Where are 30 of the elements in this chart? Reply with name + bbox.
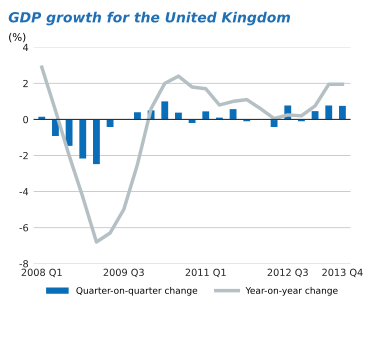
y-tick-label: -4 bbox=[19, 188, 28, 196]
bar bbox=[230, 109, 237, 120]
bar bbox=[312, 111, 319, 120]
bar bbox=[79, 119, 86, 159]
y-tick-label: -2 bbox=[19, 152, 28, 160]
bar bbox=[339, 106, 346, 120]
x-tick-label: 2012 Q3 bbox=[268, 268, 308, 278]
x-tick-label: 2009 Q3 bbox=[104, 268, 144, 278]
line-series bbox=[40, 65, 344, 244]
bar bbox=[161, 101, 168, 120]
y-tick-label: -8 bbox=[19, 260, 28, 268]
x-tick-label: 2013 Q4 bbox=[322, 268, 363, 278]
y-axis-title: (%) bbox=[9, 32, 26, 42]
bar bbox=[175, 112, 182, 120]
bar bbox=[270, 119, 278, 127]
bar bbox=[52, 119, 59, 136]
y-tick-label: -6 bbox=[19, 224, 28, 232]
y-tick-label: 0 bbox=[23, 116, 28, 124]
bar bbox=[325, 106, 332, 120]
legend-label: Year-on-year change bbox=[246, 286, 338, 296]
bar bbox=[106, 119, 114, 127]
x-tick-label: 2008 Q1 bbox=[22, 268, 62, 278]
x-tick-label: 2011 Q1 bbox=[186, 268, 226, 278]
legend-label: Quarter-on-quarter change bbox=[76, 286, 198, 296]
chart-title: GDP growth for the United Kingdom bbox=[8, 12, 290, 26]
bar bbox=[93, 119, 100, 164]
bar bbox=[66, 119, 73, 146]
bar bbox=[134, 112, 141, 120]
y-tick-label: 2 bbox=[23, 80, 28, 88]
y-tick-label: 4 bbox=[23, 44, 28, 52]
